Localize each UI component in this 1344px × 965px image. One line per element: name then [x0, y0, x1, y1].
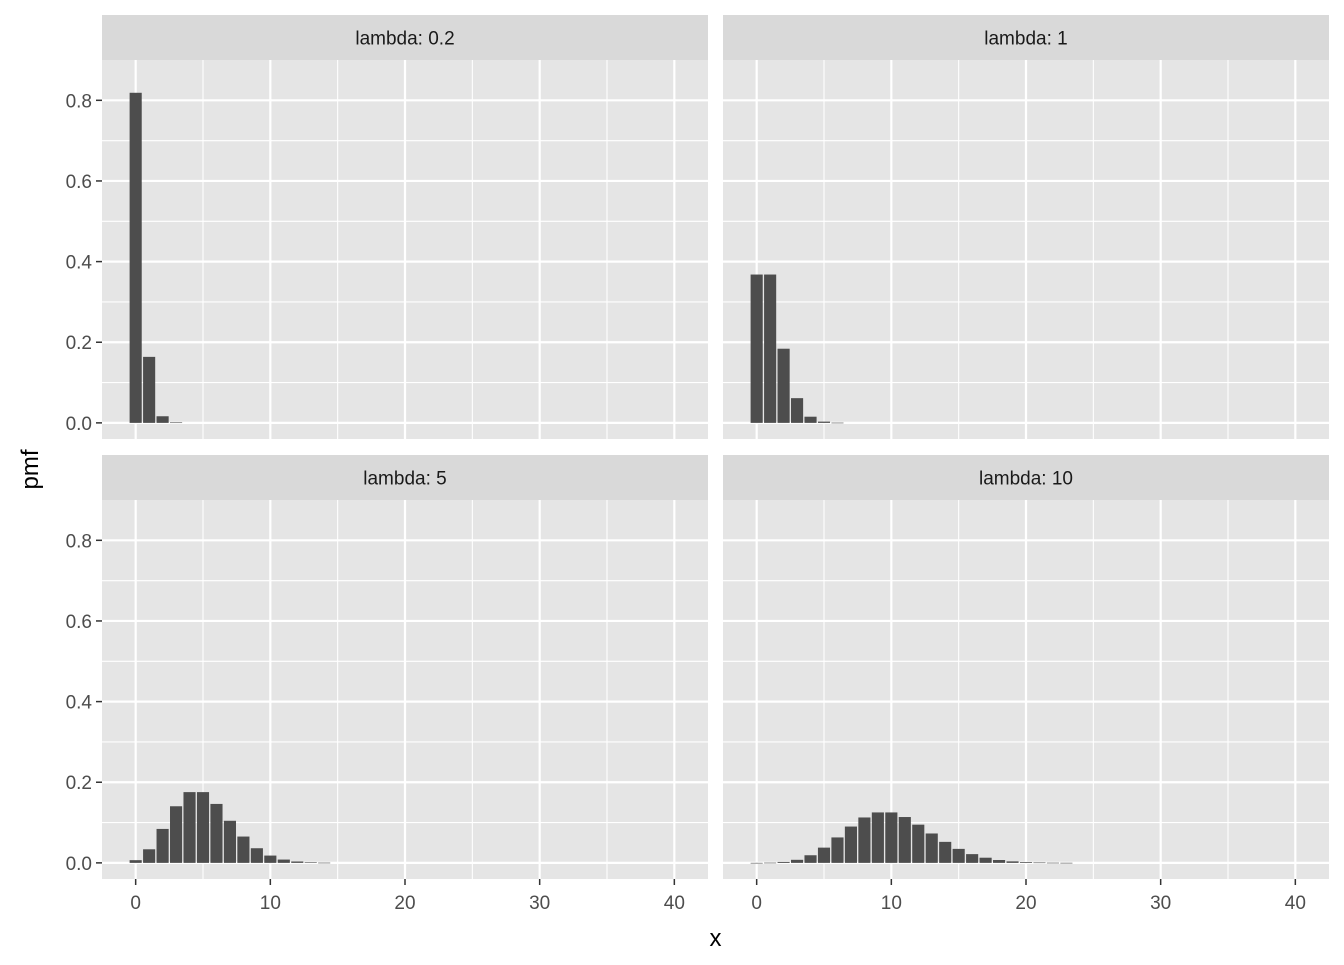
panel-1-bar-x2: [156, 416, 169, 423]
panel-2-strip-label: lambda: 1: [984, 29, 1067, 50]
panel-3-bar-x7: [223, 820, 236, 863]
panel-3-bar-x2: [156, 828, 169, 863]
panel-3-bar-x12: [291, 861, 304, 863]
panel-4-x-tick-label: 20: [1015, 893, 1036, 914]
panel-3-bar-x5: [196, 792, 210, 863]
panel-4-bar-x12: [912, 824, 925, 863]
panel-1-bar-x3: [170, 422, 183, 424]
panel-4-bar-x16: [966, 854, 979, 863]
panel-3-y-tick-label: 0.4: [66, 693, 93, 714]
panel-1-bar-x0: [129, 92, 142, 423]
panel-4-strip: [723, 455, 1329, 500]
panel-3-bar-x10: [264, 855, 277, 863]
panel-4-strip-label: lambda: 10: [979, 469, 1073, 490]
panel-2-strip: [723, 15, 1329, 60]
panel-4-bar-x17: [979, 857, 992, 863]
panel-4-bar-x14: [939, 841, 952, 863]
panel-2-bar-x0: [750, 274, 763, 423]
panel-4-bar-x18: [993, 860, 1006, 863]
panel-4-bar-x20: [1019, 862, 1033, 863]
panel-1-strip-label: lambda: 0.2: [355, 29, 454, 50]
panel-2-bar-x2: [777, 348, 790, 423]
panel-4-bar-x23: [1060, 862, 1073, 864]
panel-3-x-tick-label: 20: [394, 893, 415, 914]
panel-4-bar-x9: [871, 812, 884, 863]
panel-4-bar-x8: [858, 817, 871, 863]
panel-4-bar-x22: [1046, 862, 1059, 864]
panel-1-strip: [102, 15, 708, 60]
panel-3-y-tick-label: 0.8: [66, 531, 92, 552]
panel-2-bar-x1: [764, 274, 777, 423]
panel-4-bar-x4: [804, 855, 817, 863]
panel-3-bar-x6: [210, 803, 223, 863]
panel-4-bar-x1: [764, 862, 777, 864]
panel-4-bar-x6: [831, 837, 844, 863]
panel-3-bar-x8: [237, 836, 250, 863]
panel-1-y-tick-label: 0.4: [66, 253, 93, 274]
panel-3-strip-label: lambda: 5: [363, 469, 446, 490]
panel-3-y-tick-label: 0.0: [66, 854, 92, 875]
x-axis-title: x: [710, 925, 722, 952]
panel-3-bar-x3: [170, 806, 183, 863]
panel-3-y-tick-label: 0.6: [66, 612, 92, 633]
panel-4-x-tick-label: 30: [1150, 893, 1171, 914]
panel-4-bar-x19: [1006, 861, 1019, 863]
panel-3-x-tick-label: 10: [260, 893, 281, 914]
panel-4-bar-x0: [750, 862, 763, 864]
panel-1-y-tick-label: 0.2: [66, 333, 92, 354]
panel-3-bar-x13: [304, 862, 317, 863]
panel-4-bar-x13: [925, 833, 938, 863]
panel-4-bar-x2: [777, 861, 790, 863]
panel-3-y-tick-label: 0.2: [66, 773, 92, 794]
panel-4-bar-x10: [885, 812, 898, 863]
panel-1-y-tick-label: 0.6: [66, 172, 92, 193]
panel-3-x-tick-label: 40: [664, 893, 685, 914]
panel-4-bar-x11: [898, 817, 911, 863]
panel-3-bar-x9: [250, 848, 263, 863]
panel-4-bar-x21: [1033, 862, 1046, 864]
panel-3-strip: [102, 455, 708, 500]
panel-1-bar-x1: [143, 356, 156, 423]
panel-4-x-tick-label: 10: [881, 893, 902, 914]
panel-2-bar-x6: [831, 422, 844, 424]
panel-3-bar-x1: [143, 849, 156, 863]
panel-4-bar-x3: [791, 859, 804, 863]
panel-3-bar-x4: [183, 792, 196, 863]
panel-4-bar-x7: [844, 826, 857, 863]
panel-1-y-tick-label: 0.0: [66, 414, 92, 435]
panel-2-bar-x4: [804, 416, 817, 423]
panel-2-bar-x3: [791, 398, 804, 423]
panel-1-y-tick-label: 0.8: [66, 91, 92, 112]
panel-3-x-tick-label: 0: [130, 893, 141, 914]
y-axis-title: pmf: [17, 449, 44, 489]
panel-3-bar-x0: [129, 860, 142, 863]
panel-3-bar-x14: [318, 862, 331, 864]
panel-4-bar-x5: [817, 847, 831, 863]
panel-4-x-tick-label: 0: [751, 893, 762, 914]
panel-4-bar-x15: [952, 848, 965, 863]
panel-3-x-tick-label: 30: [529, 893, 550, 914]
panel-3-bar-x11: [277, 859, 290, 863]
panel-2-bar-x5: [817, 421, 831, 423]
panel-4-x-tick-label: 40: [1285, 893, 1306, 914]
